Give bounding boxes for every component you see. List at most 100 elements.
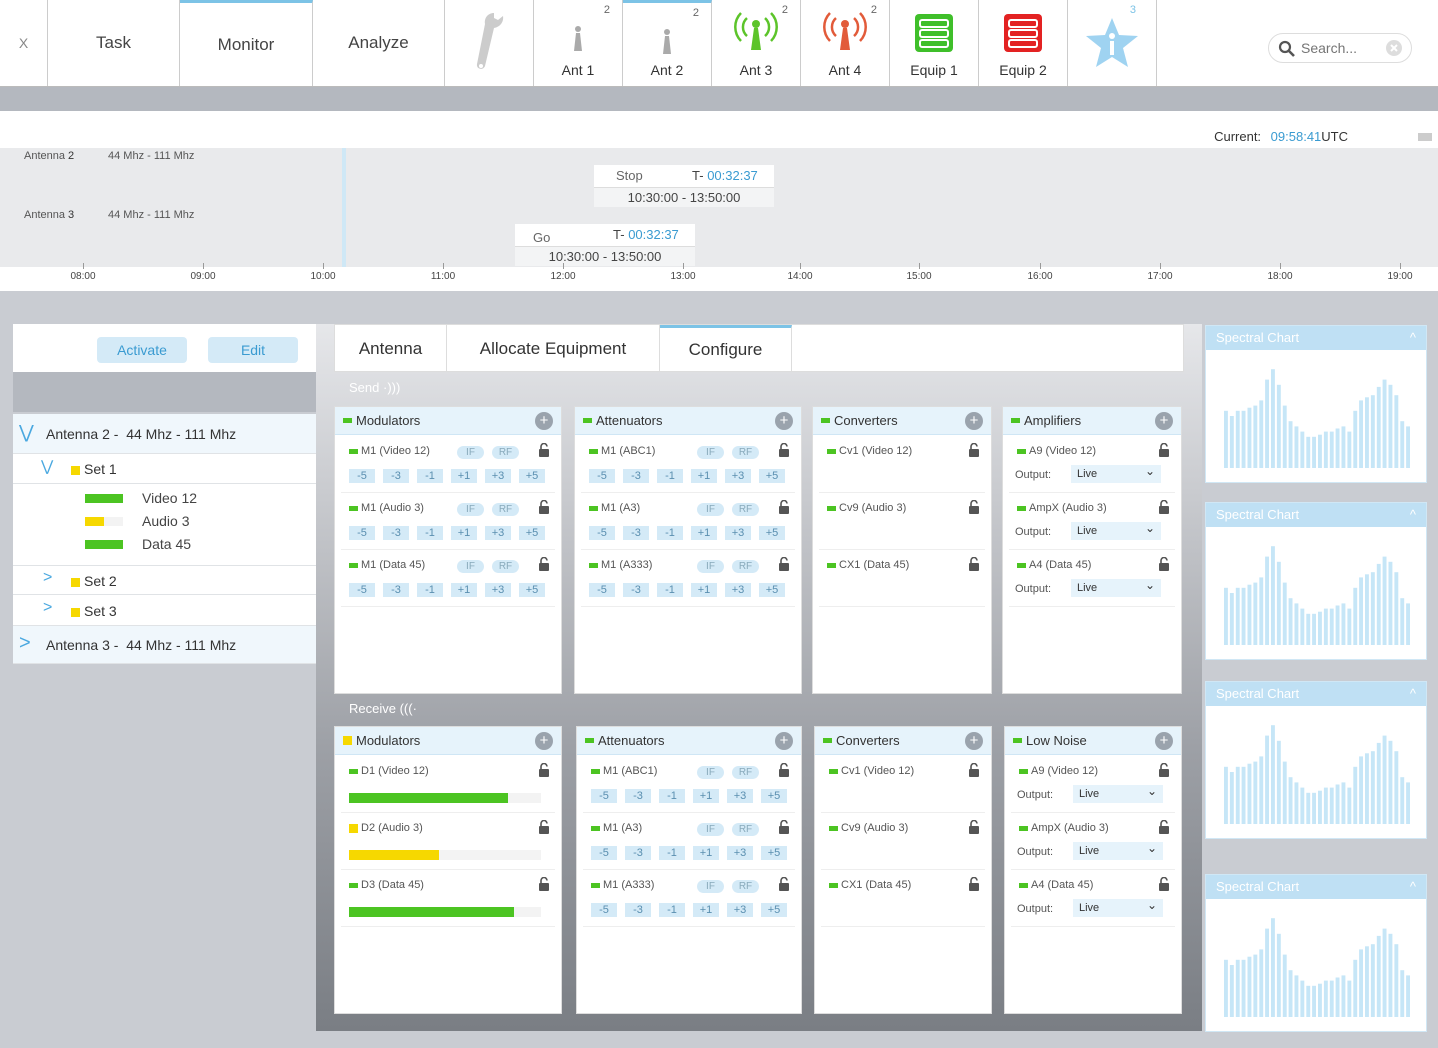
- step-button[interactable]: +3: [727, 789, 753, 803]
- device-item[interactable]: M1 (ABC1) IF RF -5 -3 -1 +1 +3 +5: [583, 761, 795, 813]
- step-button[interactable]: -3: [623, 583, 649, 597]
- if-toggle[interactable]: IF: [697, 560, 724, 573]
- step-button[interactable]: -1: [657, 526, 683, 540]
- schedule-block[interactable]: Stop T- 00:32:37 10:30:00 - 13:50:00: [594, 165, 774, 207]
- step-button[interactable]: +1: [693, 789, 719, 803]
- device-item[interactable]: Cv9 (Audio 3): [821, 818, 985, 870]
- rf-toggle[interactable]: RF: [492, 503, 519, 516]
- lock-open-icon[interactable]: [969, 877, 979, 891]
- device-item[interactable]: CX1 (Data 45): [819, 555, 985, 607]
- step-button[interactable]: -5: [349, 583, 375, 597]
- lock-open-icon[interactable]: [779, 820, 789, 834]
- step-button[interactable]: +1: [691, 526, 717, 540]
- step-button[interactable]: +5: [761, 789, 787, 803]
- step-button[interactable]: +1: [693, 846, 719, 860]
- device-item[interactable]: A4 (Data 45) Output: Live: [1011, 875, 1175, 927]
- step-button[interactable]: -3: [383, 583, 409, 597]
- rf-toggle[interactable]: RF: [732, 823, 759, 836]
- wrench-tool-button[interactable]: [445, 0, 534, 86]
- lock-open-icon[interactable]: [779, 763, 789, 777]
- lock-open-icon[interactable]: [969, 557, 979, 571]
- step-button[interactable]: +5: [759, 469, 785, 483]
- output-select[interactable]: Live: [1071, 519, 1161, 540]
- step-button[interactable]: +3: [725, 469, 751, 483]
- device-item[interactable]: CX1 (Data 45): [821, 875, 985, 927]
- lock-open-icon[interactable]: [1159, 877, 1169, 891]
- if-toggle[interactable]: IF: [697, 446, 724, 459]
- tab-task[interactable]: Task: [48, 0, 180, 86]
- step-button[interactable]: +1: [691, 469, 717, 483]
- edit-button[interactable]: Edit: [208, 337, 298, 363]
- lock-open-icon[interactable]: [779, 443, 789, 457]
- rf-toggle[interactable]: RF: [732, 560, 759, 573]
- step-button[interactable]: +5: [519, 469, 545, 483]
- chevron-up-icon[interactable]: ^: [1409, 330, 1416, 345]
- if-toggle[interactable]: IF: [457, 503, 484, 516]
- add-icon[interactable]: +: [535, 732, 553, 750]
- step-button[interactable]: -1: [659, 789, 685, 803]
- signal-item[interactable]: Audio 3: [85, 513, 285, 531]
- output-select[interactable]: Live: [1071, 576, 1161, 597]
- device-item[interactable]: M1 (Audio 3) IF RF -5 -3 -1 +1 +3 +5: [341, 498, 555, 550]
- lock-open-icon[interactable]: [539, 443, 549, 457]
- add-icon[interactable]: +: [1155, 732, 1173, 750]
- lock-open-icon[interactable]: [539, 557, 549, 571]
- step-button[interactable]: -3: [383, 469, 409, 483]
- spectral-header[interactable]: Spectral Chart ^: [1206, 875, 1426, 899]
- device-item[interactable]: AmpX (Audio 3) Output: Live: [1009, 498, 1175, 550]
- step-button[interactable]: +5: [519, 526, 545, 540]
- device-item[interactable]: M1 (Video 12) IF RF -5 -3 -1 +1 +3 +5: [341, 441, 555, 493]
- lock-open-icon[interactable]: [969, 763, 979, 777]
- signal-item[interactable]: Video 12: [85, 490, 285, 508]
- step-button[interactable]: +1: [451, 469, 477, 483]
- add-icon[interactable]: +: [775, 412, 793, 430]
- step-button[interactable]: +3: [485, 469, 511, 483]
- step-button[interactable]: +3: [727, 903, 753, 917]
- activate-button[interactable]: Activate: [97, 337, 187, 363]
- step-button[interactable]: -3: [625, 789, 651, 803]
- tree-antenna3[interactable]: > Antenna 3 - 44 Mhz - 111 Mhz: [13, 626, 316, 664]
- lock-open-icon[interactable]: [779, 500, 789, 514]
- device-item[interactable]: A9 (Video 12) Output: Live: [1011, 761, 1175, 813]
- rf-toggle[interactable]: RF: [732, 766, 759, 779]
- add-icon[interactable]: +: [965, 732, 983, 750]
- step-button[interactable]: -5: [591, 903, 617, 917]
- device-item[interactable]: Cv1 (Video 12): [819, 441, 985, 493]
- lock-open-icon[interactable]: [539, 500, 549, 514]
- lock-open-icon[interactable]: [969, 443, 979, 457]
- collapse-handle[interactable]: [1418, 133, 1432, 141]
- step-button[interactable]: +5: [761, 846, 787, 860]
- lock-open-icon[interactable]: [539, 877, 549, 891]
- close-button[interactable]: X: [0, 0, 48, 86]
- lock-open-icon[interactable]: [539, 820, 549, 834]
- chevron-up-icon[interactable]: ^: [1409, 879, 1416, 894]
- lock-open-icon[interactable]: [1159, 557, 1169, 571]
- step-button[interactable]: -5: [349, 469, 375, 483]
- step-button[interactable]: -1: [417, 583, 443, 597]
- device-item[interactable]: A9 (Video 12) Output: Live: [1009, 441, 1175, 493]
- lock-open-icon[interactable]: [969, 500, 979, 514]
- step-button[interactable]: +3: [485, 583, 511, 597]
- step-button[interactable]: -1: [657, 583, 683, 597]
- lock-open-icon[interactable]: [969, 820, 979, 834]
- rf-toggle[interactable]: RF: [732, 880, 759, 893]
- add-icon[interactable]: +: [1155, 412, 1173, 430]
- rf-toggle[interactable]: RF: [492, 446, 519, 459]
- if-toggle[interactable]: IF: [697, 880, 724, 893]
- device-item[interactable]: M1 (Data 45) IF RF -5 -3 -1 +1 +3 +5: [341, 555, 555, 607]
- rf-toggle[interactable]: RF: [732, 446, 759, 459]
- tree-set3[interactable]: > Set 3: [13, 595, 316, 626]
- search-input[interactable]: [1301, 40, 1381, 56]
- ant3-button[interactable]: 2 Ant 3: [712, 0, 801, 86]
- device-item[interactable]: M1 (A3) IF RF -5 -3 -1 +1 +3 +5: [583, 818, 795, 870]
- step-button[interactable]: +5: [759, 583, 785, 597]
- step-button[interactable]: -3: [625, 903, 651, 917]
- device-item[interactable]: A4 (Data 45) Output: Live: [1009, 555, 1175, 607]
- ant1-button[interactable]: 2 Ant 1: [534, 0, 623, 86]
- if-toggle[interactable]: IF: [697, 766, 724, 779]
- device-item[interactable]: D1 (Video 12): [341, 761, 555, 813]
- signal-item[interactable]: Data 45: [85, 536, 285, 554]
- step-button[interactable]: -5: [589, 469, 615, 483]
- if-toggle[interactable]: IF: [697, 823, 724, 836]
- output-select[interactable]: Live: [1073, 839, 1163, 860]
